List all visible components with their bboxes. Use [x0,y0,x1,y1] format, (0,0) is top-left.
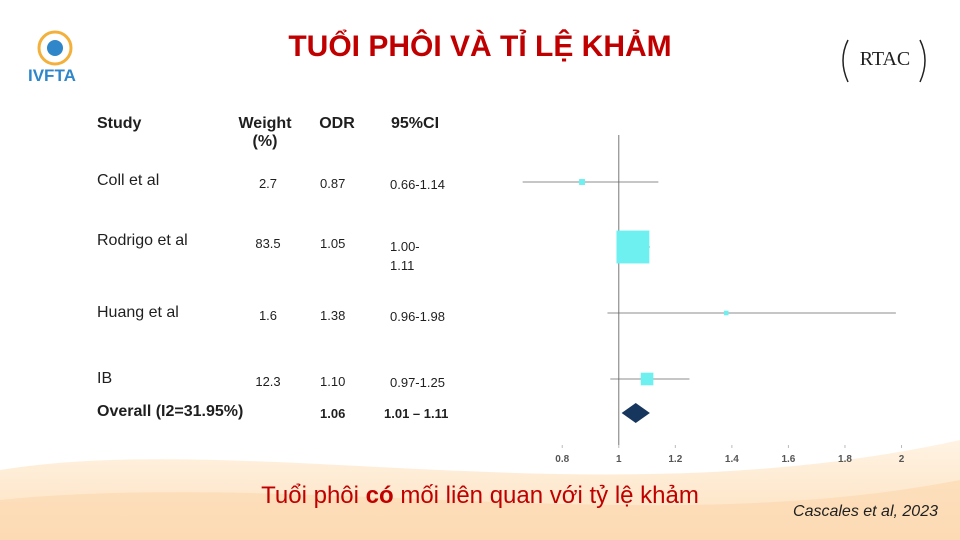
overall-cell: Overall (I2=31.95%) [97,403,244,420]
table-cell: 0.96-1.98 [390,309,445,324]
table-cell: 0.87 [320,176,346,191]
study-box [640,372,654,386]
x-tick-label: 1.4 [725,454,739,465]
study-box [723,310,729,316]
x-tick-label: 0.8 [555,454,569,465]
overall-cell: 1.01 – 1.11 [384,406,449,421]
column-header: Weight (%) [238,115,292,150]
conclusion-text: Tuổi phôi [261,482,366,509]
x-tick-label: 1.6 [781,454,795,465]
study-name: Coll et al [97,172,160,189]
x-tick-label: 1 [616,454,622,465]
conclusion-emphasis: có [365,482,394,509]
x-tick-label: 1.8 [838,454,852,465]
logo-right: RTAC [859,48,911,70]
table-cell: 12.3 [255,374,281,389]
conclusion: Tuổi phôi có mối liên quan với tỷ lệ khả… [0,482,960,510]
column-header: Study [97,115,142,132]
table-cell: 0.97-1.25 [390,375,445,390]
study-box [616,230,650,264]
column-header: ODR [319,115,355,132]
slide-title: TUỔI PHÔI VÀ TỈ LỆ KHẢM [288,30,672,63]
table-cell: 1.38 [320,308,346,323]
study-name: Rodrigo et al [97,232,188,249]
study-box [579,179,585,185]
table-cell: 1.00-1.11 [390,239,420,273]
table-cell: 0.66-1.14 [390,177,445,192]
x-tick-label: 1.2 [668,454,682,465]
citation: Cascales et al, 2023 [793,503,938,520]
table-cell: 1.10 [320,374,346,389]
study-name: Huang et al [97,304,179,321]
x-tick-label: 2 [899,454,905,465]
logo-left: IVFTA [28,66,76,85]
conclusion-text: mối liên quan với tỷ lệ khảm [393,482,699,509]
table-cell: 2.7 [258,176,278,191]
table-cell: 1.6 [258,308,278,323]
overall-diamond [621,403,650,423]
study-name: IB [97,370,113,387]
column-header: 95%CI [390,115,440,132]
table-cell: 1.05 [320,236,346,251]
overall-cell: 1.06 [320,406,346,421]
table-cell: 83.5 [255,236,281,251]
